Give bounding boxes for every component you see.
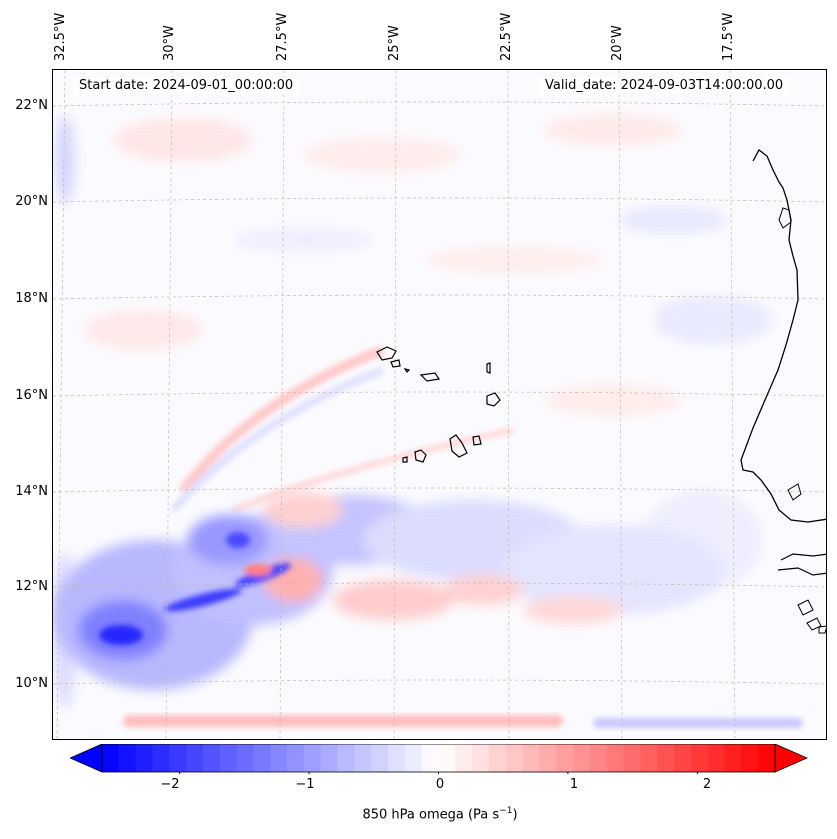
bijagos-island	[797, 599, 814, 616]
colorbar-cell	[354, 744, 372, 772]
colorbar-label-exponent: −1	[499, 806, 513, 816]
colorbar-cell	[270, 744, 288, 772]
colorbar-cell	[674, 744, 692, 772]
colorbar-cell	[640, 744, 658, 772]
lon-label: 25°W	[387, 25, 402, 61]
colorbar-label-text: 850 hPa omega (Pa s	[362, 807, 500, 823]
lat-label: 10°N	[15, 676, 48, 691]
colorbar-tick-label: −1	[295, 777, 315, 792]
colorbar-cell	[505, 744, 524, 772]
colorbar-cell	[102, 744, 120, 772]
colorbar-tick-label: −2	[160, 777, 180, 792]
strong-ascent-core	[99, 532, 292, 645]
colorbar-cell	[690, 744, 709, 772]
colorbar-label-close: )	[512, 807, 518, 823]
lon-label: 30°W	[162, 25, 177, 61]
arc-bands	[170, 345, 514, 513]
weak-field-patches	[53, 114, 773, 710]
colorbar-cell	[724, 744, 742, 772]
colorbar-cell	[169, 744, 187, 772]
colorbar-cell	[371, 744, 389, 772]
colorbar-cell	[421, 744, 440, 772]
valid-date-label: Valid_date: 2024-09-03T14:00:00.00	[539, 77, 790, 95]
gridlines	[53, 70, 826, 739]
colorbar-cell	[556, 744, 574, 772]
cape-verde-islands	[376, 346, 501, 463]
colorbar-cell	[404, 744, 423, 772]
colorbar-cell	[606, 744, 625, 772]
colorbar-tick-label: 2	[702, 777, 712, 792]
colorbar-cell	[236, 744, 255, 772]
lat-label: 18°N	[15, 291, 48, 306]
colorbar-tick-label: 1	[569, 777, 579, 792]
colorbar-cell	[253, 744, 271, 772]
colorbar-cell	[118, 744, 137, 772]
colorbar-cell	[573, 744, 591, 772]
lat-label: 22°N	[15, 98, 48, 113]
colorbar-cell	[707, 744, 726, 772]
colorbar-extend-min	[70, 744, 103, 773]
colorbar-cell	[522, 744, 541, 772]
colorbar-cells	[102, 744, 776, 772]
lat-label: 16°N	[15, 388, 48, 403]
bijagos-island	[818, 625, 826, 634]
colorbar-tick-label: 0	[435, 777, 445, 792]
colorbar-cell	[623, 744, 641, 772]
lon-label: 20°W	[610, 25, 625, 61]
lat-label: 20°N	[15, 194, 48, 209]
coast-inlet	[787, 483, 802, 501]
lat-label: 14°N	[15, 484, 48, 499]
colorbar-extend-max	[774, 744, 808, 773]
colorbar-cell	[152, 744, 170, 772]
colorbar-cell	[488, 744, 507, 772]
colorbar-cell	[438, 744, 456, 772]
colorbar-label: 850 hPa omega (Pa s−1)	[0, 806, 837, 822]
colorbar-cell	[388, 744, 406, 772]
map-panel[interactable]	[52, 69, 827, 740]
colorbar-cell	[455, 744, 473, 772]
colorbar-cell	[589, 744, 608, 772]
lat-label: 12°N	[15, 579, 48, 594]
colorbar-cell	[657, 744, 675, 772]
colorbar-ticks	[179, 772, 698, 774]
colorbar-cell	[219, 744, 238, 772]
colorbar-cell	[337, 744, 355, 772]
start-date-label: Start date: 2024-09-01_00:00:00	[73, 77, 300, 95]
colorbar-cell	[135, 744, 154, 772]
boundary-bands	[123, 715, 803, 728]
coastline	[740, 149, 826, 523]
colorbar-cell	[186, 744, 204, 772]
lon-label: 22.5°W	[499, 12, 514, 61]
omega-field	[53, 70, 826, 739]
colorbar-cell	[539, 744, 557, 772]
colorbar-cell	[472, 744, 490, 772]
coast-segment	[777, 567, 826, 576]
colorbar-cell	[320, 744, 339, 772]
colorbar-cell	[741, 744, 759, 772]
colorbar	[70, 744, 808, 774]
coast-inlet	[778, 207, 792, 229]
bijagos-island	[806, 617, 822, 631]
colorbar-cell	[758, 744, 776, 772]
colorbar-cell	[287, 744, 305, 772]
lon-label: 27.5°W	[275, 12, 290, 61]
gambia-river	[780, 553, 826, 561]
lon-label: 32.5°W	[53, 12, 68, 61]
colorbar-cell	[303, 744, 322, 772]
colorbar-cell	[202, 744, 221, 772]
lon-label: 17.5°W	[721, 12, 736, 61]
